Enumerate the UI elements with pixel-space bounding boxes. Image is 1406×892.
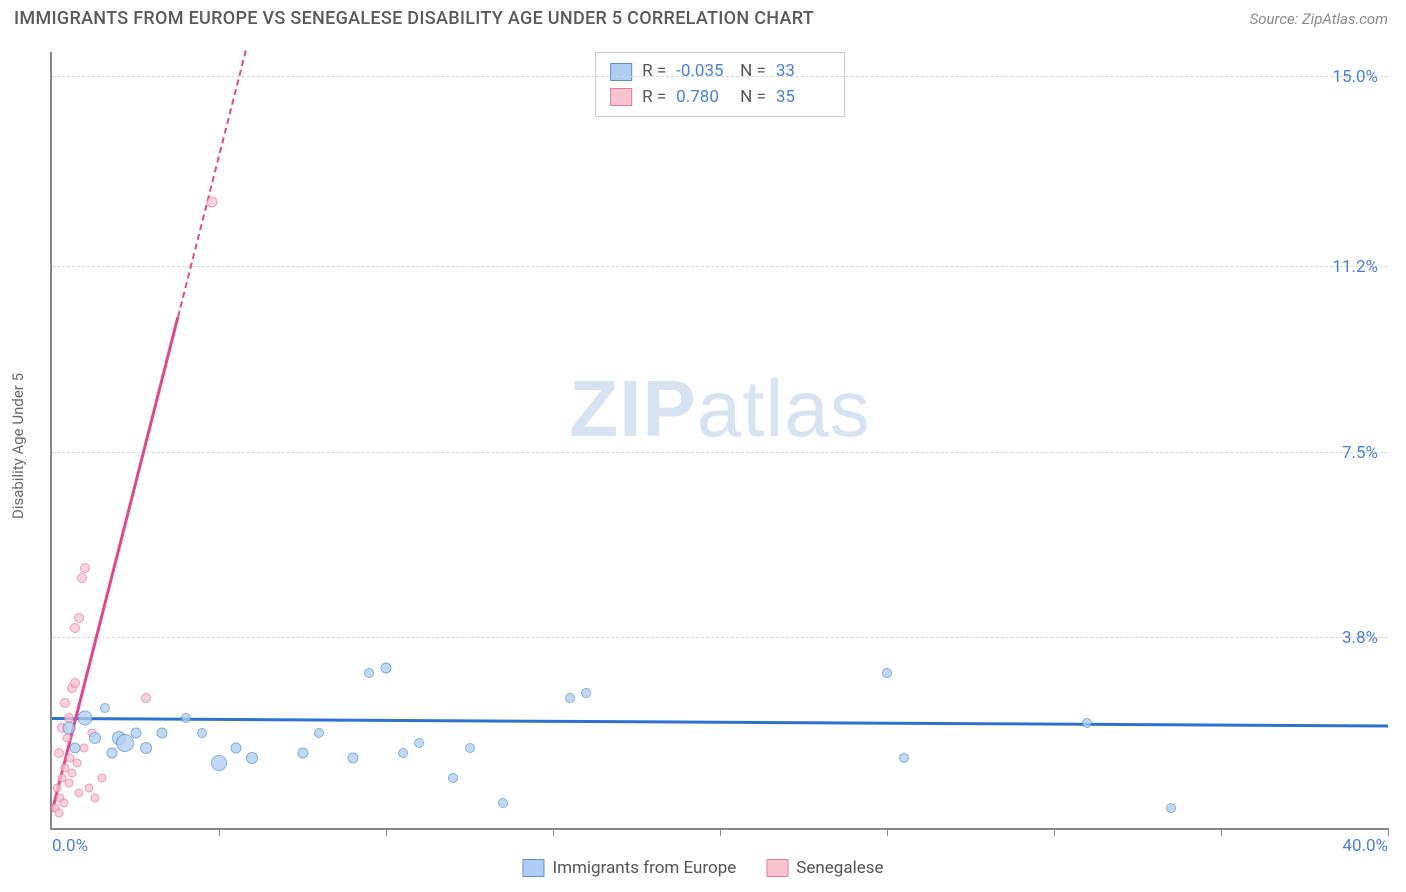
x-tick — [1221, 828, 1222, 836]
data-point-europe — [140, 742, 152, 754]
source-attribution: Source: ZipAtlas.com — [1250, 10, 1388, 28]
data-point-europe — [498, 798, 508, 808]
data-point-senegalese — [141, 693, 151, 703]
data-point-europe — [414, 738, 424, 748]
x-tick — [887, 828, 888, 836]
data-point-europe — [78, 710, 93, 725]
gridline — [52, 637, 1388, 638]
data-point-senegalese — [98, 773, 107, 782]
data-point-senegalese — [74, 613, 84, 623]
x-tick — [386, 828, 387, 836]
data-point-europe — [211, 755, 227, 771]
n-value-europe: 33 — [776, 59, 830, 85]
r-value-senegalese: 0.780 — [676, 85, 730, 111]
data-point-europe — [230, 742, 241, 753]
data-point-senegalese — [80, 563, 90, 573]
data-point-europe — [89, 732, 101, 744]
data-point-europe — [882, 668, 892, 678]
data-point-europe — [197, 728, 207, 738]
data-point-senegalese — [77, 573, 87, 583]
data-point-senegalese — [73, 758, 82, 767]
data-point-europe — [347, 752, 358, 763]
data-point-senegalese — [70, 678, 80, 688]
watermark: ZIPatlas — [569, 363, 870, 455]
legend-item-senegalese: Senegalese — [766, 858, 883, 878]
legend-swatch-senegalese — [766, 859, 788, 877]
data-point-senegalese — [68, 768, 77, 777]
data-point-europe — [107, 747, 118, 758]
data-point-senegalese — [60, 698, 70, 708]
trend-line — [52, 717, 1388, 728]
data-point-europe — [899, 753, 909, 763]
y-tick-label: 3.8% — [1342, 628, 1378, 648]
gridline — [52, 76, 1388, 77]
title-bar: IMMIGRANTS FROM EUROPE VS SENEGALESE DIS… — [0, 0, 1406, 37]
data-point-europe — [364, 668, 374, 678]
legend-swatch-europe — [522, 859, 544, 877]
data-point-europe — [70, 742, 81, 753]
x-tick — [553, 828, 554, 836]
data-point-senegalese — [53, 783, 62, 792]
data-point-europe — [246, 752, 258, 764]
x-axis-max: 40.0% — [1342, 836, 1388, 856]
data-point-senegalese — [59, 798, 68, 807]
data-point-europe — [581, 688, 591, 698]
data-point-senegalese — [207, 197, 218, 208]
data-point-senegalese — [74, 788, 83, 797]
data-point-senegalese — [64, 778, 73, 787]
stats-row-europe: R = -0.035 N = 33 — [610, 59, 830, 85]
legend: Immigrants from Europe Senegalese — [522, 858, 883, 878]
y-tick-label: 15.0% — [1332, 67, 1378, 87]
data-point-europe — [1166, 803, 1176, 813]
data-point-europe — [398, 748, 408, 758]
data-point-senegalese — [70, 623, 80, 633]
swatch-europe — [610, 63, 632, 81]
swatch-senegalese — [610, 88, 632, 106]
data-point-europe — [297, 747, 308, 758]
data-point-senegalese — [84, 783, 93, 792]
x-tick — [1388, 828, 1389, 836]
data-point-europe — [1082, 718, 1092, 728]
stats-row-senegalese: R = 0.780 N = 35 — [610, 85, 830, 111]
x-tick — [219, 828, 220, 836]
x-tick — [720, 828, 721, 836]
scatter-chart: ZIPatlas R = -0.035 N = 33 R = 0.780 N =… — [50, 52, 1388, 830]
data-point-europe — [381, 662, 392, 673]
x-tick — [1054, 828, 1055, 836]
gridline — [52, 266, 1388, 267]
y-tick-label: 7.5% — [1342, 443, 1378, 463]
data-point-europe — [62, 721, 75, 734]
data-point-europe — [181, 713, 191, 723]
n-value-senegalese: 35 — [776, 85, 830, 111]
data-point-europe — [465, 743, 475, 753]
chart-title: IMMIGRANTS FROM EUROPE VS SENEGALESE DIS… — [14, 8, 814, 29]
data-point-europe — [130, 727, 141, 738]
trend-line — [177, 51, 247, 318]
legend-item-europe: Immigrants from Europe — [522, 858, 736, 878]
data-point-europe — [448, 773, 458, 783]
data-point-europe — [565, 693, 575, 703]
data-point-senegalese — [54, 808, 63, 817]
data-point-europe — [100, 703, 110, 713]
x-axis-min: 0.0% — [52, 836, 88, 856]
y-axis-label: Disability Age Under 5 — [9, 373, 27, 519]
y-tick-label: 11.2% — [1332, 257, 1378, 277]
gridline — [52, 452, 1388, 453]
data-point-senegalese — [54, 748, 64, 758]
data-point-europe — [314, 728, 324, 738]
data-point-europe — [157, 727, 168, 738]
data-point-senegalese — [91, 793, 100, 802]
data-point-senegalese — [63, 733, 72, 742]
r-value-europe: -0.035 — [676, 59, 730, 85]
correlation-stats-box: R = -0.035 N = 33 R = 0.780 N = 35 — [595, 52, 845, 117]
